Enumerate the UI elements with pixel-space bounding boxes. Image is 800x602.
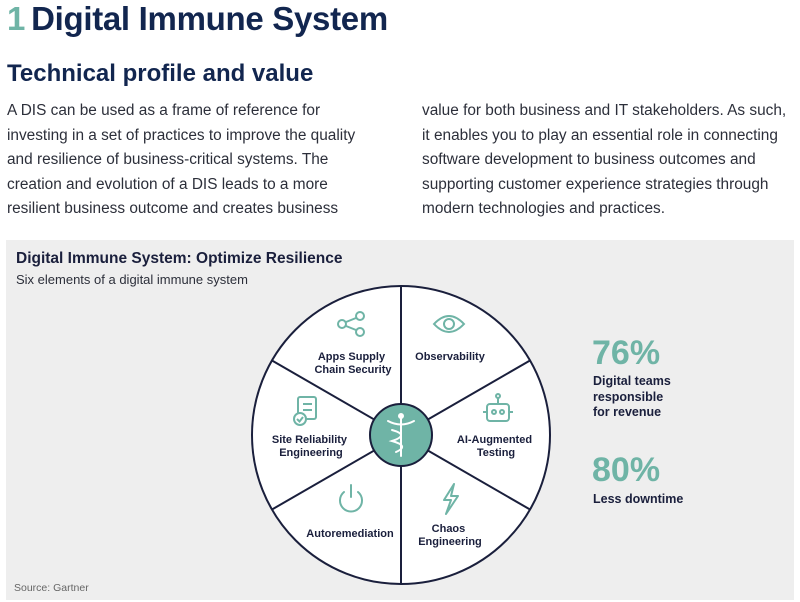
text-line: A DIS can be used as a frame of referenc…: [7, 102, 321, 119]
share-icon: [337, 311, 365, 337]
text-line: modern technologies and practices.: [422, 200, 665, 217]
caduceus-icon: [387, 413, 415, 457]
page-title: 1 Digital Immune System: [7, 0, 388, 38]
text-line: creation and evolution of a DIS leads to…: [7, 175, 328, 193]
stat-value-revenue: 76%: [592, 334, 661, 372]
text-line: and resilience of business-critical syst…: [7, 151, 329, 168]
checklist-icon: [293, 396, 317, 426]
source-note: Source: Gartner: [14, 582, 89, 594]
stat-line: responsible: [593, 389, 664, 404]
stat-label-downtime: Less downtime: [593, 492, 683, 508]
power-icon: [339, 484, 363, 513]
title-text: Digital Immune System: [31, 0, 388, 37]
segment-label-site-reliability: Site Reliability Engineering: [272, 434, 350, 459]
text-line: value for both business and IT stakehold…: [422, 102, 787, 119]
stat-line: Digital teams: [593, 374, 671, 388]
text-line: resilient business outcome and creates b…: [7, 200, 339, 217]
body-column-left: A DIS can be used as a frame of referenc…: [7, 99, 377, 222]
figure-panel: Digital Immune System: Optimize Resilien…: [6, 240, 794, 600]
segment-label-ai-testing: AI-Augmented Testing: [457, 434, 535, 459]
segment-label-observability: Observability: [415, 351, 486, 363]
section-subtitle: Technical profile and value: [7, 60, 314, 87]
figure-title: Digital Immune System: Optimize Resilien…: [16, 250, 343, 267]
stat-line: Less downtime: [593, 492, 684, 506]
text-line: it enables you to play an essential role…: [422, 126, 778, 144]
stat-value-downtime: 80%: [592, 451, 661, 489]
segment-label-apps-supply: Apps Supply Chain Security: [314, 351, 392, 376]
immune-system-wheel: Apps Supply Chain Security Observability…: [251, 285, 551, 585]
lightning-icon: [443, 483, 459, 515]
stat-label-revenue: Digital teams responsible for revenue: [593, 374, 671, 421]
text-line: supporting customer experience strategie…: [422, 175, 769, 193]
stat-line: for revenue: [593, 405, 662, 419]
text-line: investing in a set of practices to impro…: [7, 126, 356, 144]
figure-subtitle: Six elements of a digital immune system: [16, 272, 248, 287]
eye-icon: [432, 315, 466, 333]
section-number: 1: [7, 0, 26, 37]
body-column-right: value for both business and IT stakehold…: [422, 99, 794, 222]
text-line: software development to business outcome…: [422, 151, 756, 168]
robot-icon: [483, 393, 513, 422]
segment-label-autoremediation: Autoremediation: [306, 528, 394, 540]
segment-label-chaos: Chaos Engineering: [418, 523, 482, 548]
